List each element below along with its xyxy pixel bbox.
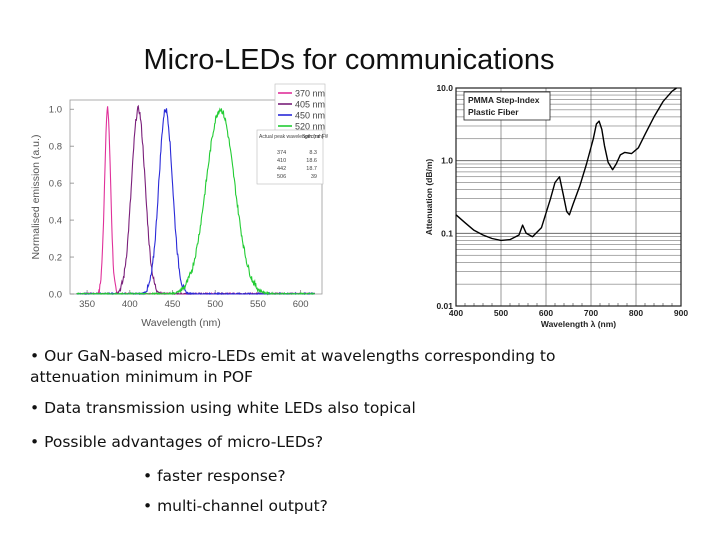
sub-bullet-faster-response: • faster response? [143, 467, 286, 485]
x-tick-label: 900 [674, 308, 688, 318]
y-tick-label: 0.2 [49, 253, 62, 264]
chart-title-line1: PMMA Step-Index [468, 95, 540, 105]
table-cell-peak: 506 [277, 174, 286, 180]
spectrum-line-520-nm [76, 107, 316, 296]
y-tick-label: 0.8 [49, 142, 62, 153]
y-tick-label: 10.0 [436, 83, 453, 93]
y-tick-label: 1.0 [49, 105, 62, 116]
legend-label: 370 nm [295, 89, 325, 99]
legend-label: 450 nm [295, 111, 325, 121]
y-axis-label: Attenuation (dB/m) [424, 159, 434, 236]
table-cell-fwhm: 18.6 [306, 158, 317, 164]
table-header-peak: Actual peak wavelength (nm) [259, 134, 324, 140]
x-tick-label: 500 [494, 308, 508, 318]
y-tick-label: 0.6 [49, 179, 62, 190]
x-tick-label: 550 [250, 299, 266, 310]
x-tick-label: 500 [207, 299, 223, 310]
x-axis-label: Wavelength (nm) [141, 317, 221, 329]
peak-table-box [256, 129, 324, 185]
legend-label: 520 nm [295, 122, 325, 132]
table-cell-peak: 442 [277, 166, 286, 172]
x-tick-label: 800 [629, 308, 643, 318]
y-tick-label: 0.4 [49, 216, 62, 227]
emission-spectra-chart: 350 400 450 500 550 600 0.0 0.2 0.4 0.6 0.8 1.0 Wave… [30, 83, 328, 329]
y-tick-label: 0.0 [49, 290, 62, 301]
table-cell-fwhm: 8.3 [309, 150, 317, 156]
x-tick-label: 450 [165, 299, 181, 310]
x-tick-label: 700 [584, 308, 598, 318]
x-axis-label: Wavelength λ (nm) [541, 319, 616, 329]
bullet-micro-led-wavelengths: • Our GaN-based micro-LEDs emit at wavel… [30, 347, 556, 386]
table-cell-fwhm: 39 [311, 174, 317, 180]
bullet-advantages: • Possible advantages of micro-LEDs? [30, 433, 324, 451]
chart-title-box [463, 91, 551, 121]
y-tick-label: 0.1 [441, 228, 453, 238]
slide-title: Micro-LEDs for communications [143, 44, 555, 76]
sub-bullet-multi-channel: • multi-channel output? [143, 497, 328, 515]
x-tick-label: 600 [539, 308, 553, 318]
bullet-white-leds: • Data transmission using white LEDs als… [30, 399, 416, 417]
fiber-attenuation-chart: 400 500 600 700 800 900 0.01 0.1 1.0 10.0 Waveleng… [424, 83, 688, 329]
attenuation-curve [455, 87, 677, 242]
x-tick-label: 350 [79, 299, 95, 310]
table-header-fwhm: Spectral FWHM (nm) [302, 134, 328, 140]
table-cell-fwhm: 18.7 [306, 166, 317, 172]
table-cell-peak: 374 [277, 150, 286, 156]
chart-title-line2: Plastic Fiber [468, 107, 519, 117]
y-tick-label: 0.01 [436, 301, 453, 311]
plot-frame [455, 87, 682, 307]
table-cell-peak: 410 [277, 158, 286, 164]
x-tick-label: 400 [449, 308, 463, 318]
y-tick-label: 1.0 [441, 156, 453, 166]
y-axis-label: Normalised emission (a.u.) [30, 135, 42, 260]
legend-label: 405 nm [295, 100, 325, 110]
x-tick-label: 600 [293, 299, 309, 310]
x-tick-label: 400 [122, 299, 138, 310]
